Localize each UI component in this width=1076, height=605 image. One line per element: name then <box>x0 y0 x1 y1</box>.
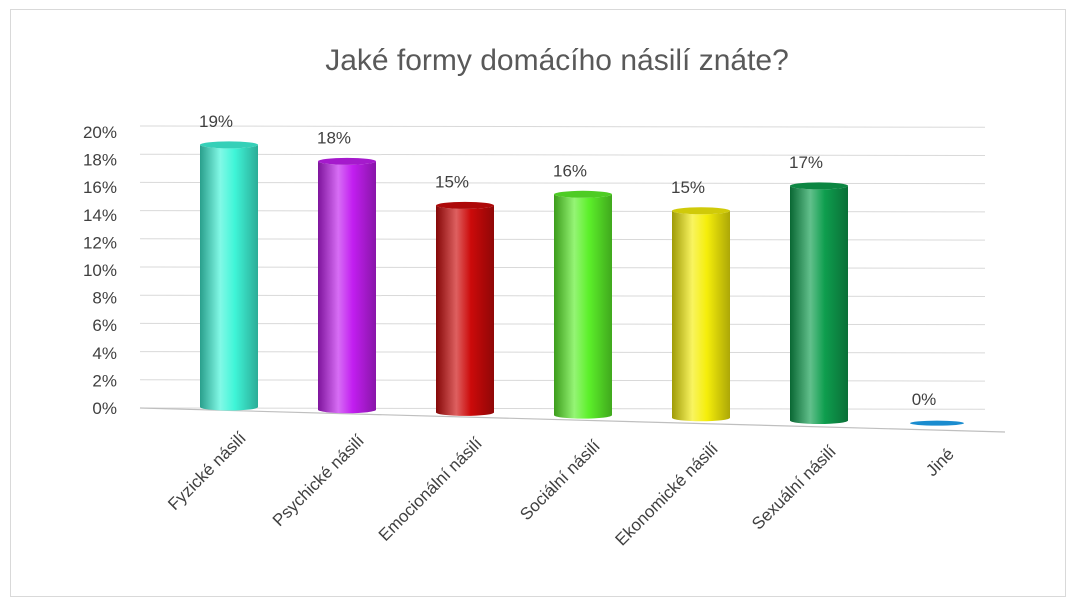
x-tick-label: Jiné <box>922 445 957 480</box>
bar <box>790 185 848 424</box>
data-label: 19% <box>199 112 233 131</box>
bar-top <box>200 141 258 149</box>
y-tick-label: 12% <box>83 233 117 252</box>
bar-top <box>318 157 376 165</box>
x-tick-label: Sexuální násilí <box>748 442 840 534</box>
gridline <box>139 125 986 128</box>
bar <box>436 205 494 416</box>
x-tick-label: Fyzické násilí <box>164 428 250 514</box>
y-tick-label: 16% <box>83 178 117 197</box>
bar <box>200 144 258 411</box>
y-tick-label: 6% <box>92 316 117 335</box>
data-label: 15% <box>671 178 705 197</box>
x-tick-label: Ekonomické násilí <box>612 439 723 550</box>
x-tick-label: Emocionální násilí <box>375 434 486 545</box>
y-tick-label: 10% <box>83 261 117 280</box>
x-axis-labels: Fyzické násilí Psychické násilí Emocionáln… <box>164 428 958 549</box>
y-tick-label: 18% <box>83 151 117 170</box>
data-label: 0% <box>912 390 937 409</box>
gridline <box>139 153 986 156</box>
bar-top <box>554 190 612 198</box>
y-axis-ticks: 0% 2% 4% 6% 8% 10% 12% 14% 16% 18% 20% <box>83 123 117 418</box>
gridline <box>139 181 986 185</box>
bar-top <box>436 201 494 209</box>
y-tick-label: 14% <box>83 206 117 225</box>
data-labels: 19% 18% 15% 16% 15% 17% 0% <box>199 112 936 409</box>
bar-top <box>790 182 848 190</box>
chart-title: Jaké formy domácího násilí znáte? <box>325 44 789 77</box>
y-tick-label: 4% <box>92 344 117 363</box>
data-label: 16% <box>553 161 587 180</box>
bar <box>318 161 376 414</box>
bar <box>910 420 964 426</box>
bars <box>200 141 964 426</box>
y-tick-label: 0% <box>92 399 117 418</box>
data-label: 17% <box>789 153 823 172</box>
bar <box>554 194 612 419</box>
x-tick-label: Psychické násilí <box>269 431 368 530</box>
data-label: 18% <box>317 128 351 147</box>
y-tick-label: 2% <box>92 371 117 390</box>
bar <box>672 210 730 422</box>
y-tick-label: 20% <box>83 123 117 142</box>
bar-top <box>672 207 730 215</box>
chart-frame <box>10 9 1066 597</box>
y-tick-label: 8% <box>92 289 117 308</box>
data-label: 15% <box>435 172 469 191</box>
x-axis-line <box>139 407 1006 433</box>
x-tick-label: Sociální násilí <box>516 436 604 524</box>
